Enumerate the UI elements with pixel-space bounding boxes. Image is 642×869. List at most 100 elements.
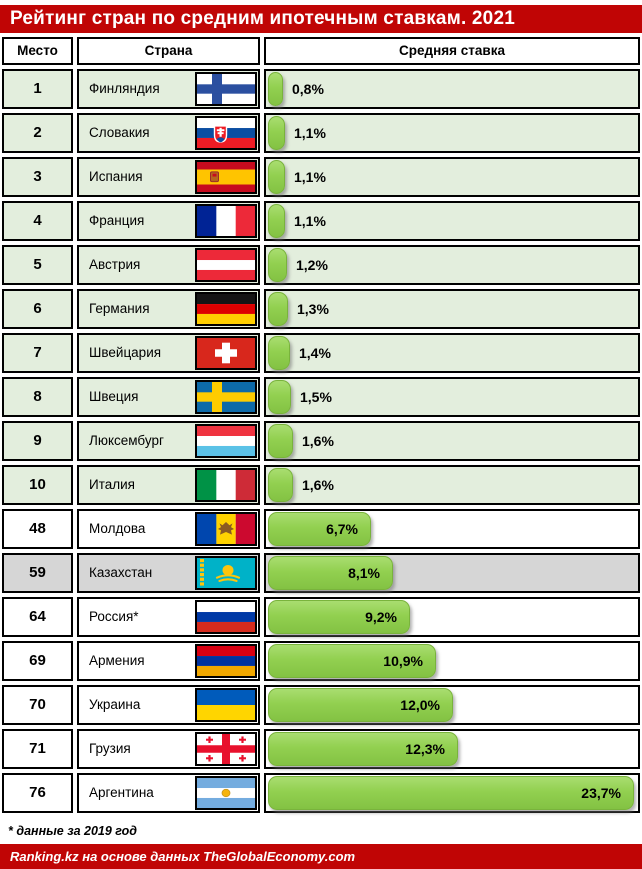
ranking-table: 1 Финляндия 0,8% 2 Словакия 1,1% 3 Испан… [0, 68, 642, 817]
rank-cell: 64 [2, 596, 73, 637]
rate-cell: 1,1% [264, 200, 640, 241]
country-name: Швеция [89, 389, 139, 405]
rate-bar: 8,1% [268, 555, 393, 590]
country-name: Грузия [89, 741, 131, 757]
column-header-country: Страна [77, 36, 260, 65]
table-row: 6 Германия 1,3% [2, 288, 640, 329]
rate-label: 1,6% [302, 476, 334, 493]
russia-flag-icon [195, 599, 257, 634]
rank-cell: 70 [2, 684, 73, 725]
rank-cell: 10 [2, 464, 73, 505]
country-cell: Россия* [77, 596, 260, 637]
source-bar: Ranking.kz на основе данных TheGlobalEco… [0, 844, 642, 869]
table-row: 8 Швеция 1,5% [2, 376, 640, 417]
rate-label: 0,8% [292, 80, 324, 97]
rate-bar [268, 467, 293, 502]
rate-label: 8,1% [348, 564, 380, 581]
rate-cell: 10,9% [264, 640, 640, 681]
country-cell: Казахстан [77, 552, 260, 593]
country-name: Германия [89, 301, 150, 317]
rate-bar: 10,9% [268, 643, 436, 678]
rate-label: 1,1% [294, 212, 326, 229]
sweden-flag-icon [195, 379, 257, 414]
country-name: Словакия [89, 125, 150, 141]
table-row: 3 Испания 1,1% [2, 156, 640, 197]
table-row: 2 Словакия 1,1% [2, 112, 640, 153]
table-row: 7 Швейцария 1,4% [2, 332, 640, 373]
rate-label: 10,9% [383, 652, 423, 669]
rate-bar [268, 115, 285, 150]
rate-label: 1,2% [296, 256, 328, 273]
country-name: Украина [89, 697, 141, 713]
country-cell: Аргентина [77, 772, 260, 813]
table-row: 59 Казахстан 8,1% [2, 552, 640, 593]
rank-cell: 7 [2, 332, 73, 373]
country-cell: Германия [77, 288, 260, 329]
rate-label: 6,7% [326, 520, 358, 537]
table-row: 71 Грузия 12,3% [2, 728, 640, 769]
rate-label: 12,0% [400, 696, 440, 713]
footnote: * данные за 2019 год [8, 823, 138, 838]
rate-cell: 1,4% [264, 332, 640, 373]
rank-cell: 4 [2, 200, 73, 241]
country-name: Финляндия [89, 81, 160, 97]
rate-cell: 9,2% [264, 596, 640, 637]
rate-label: 23,7% [581, 784, 621, 801]
country-cell: Украина [77, 684, 260, 725]
rank-cell: 76 [2, 772, 73, 813]
rate-cell: 1,1% [264, 156, 640, 197]
rate-bar: 9,2% [268, 599, 410, 634]
rank-cell: 5 [2, 244, 73, 285]
country-name: Италия [89, 477, 135, 493]
rate-label: 1,4% [299, 344, 331, 361]
country-cell: Молдова [77, 508, 260, 549]
country-name: Люксембург [89, 433, 164, 449]
table-row: 76 Аргентина 23,7% [2, 772, 640, 813]
rate-label: 1,1% [294, 168, 326, 185]
table-row: 48 Молдова 6,7% [2, 508, 640, 549]
rank-cell: 59 [2, 552, 73, 593]
page-title: Рейтинг стран по средним ипотечным ставк… [10, 7, 515, 29]
slovakia-flag-icon [195, 115, 257, 150]
rate-cell: 1,6% [264, 420, 640, 461]
country-cell: Грузия [77, 728, 260, 769]
country-cell: Швеция [77, 376, 260, 417]
rank-cell: 1 [2, 68, 73, 109]
rate-label: 1,3% [297, 300, 329, 317]
rate-cell: 23,7% [264, 772, 640, 813]
rate-cell: 0,8% [264, 68, 640, 109]
rank-cell: 71 [2, 728, 73, 769]
rank-cell: 69 [2, 640, 73, 681]
source-text: Ranking.kz на основе данных TheGlobalEco… [10, 849, 356, 865]
rate-cell: 1,3% [264, 288, 640, 329]
rate-cell: 12,0% [264, 684, 640, 725]
country-name: Аргентина [89, 785, 154, 801]
rate-bar [268, 203, 285, 238]
rate-cell: 1,1% [264, 112, 640, 153]
rate-bar: 6,7% [268, 511, 371, 546]
table-row: 1 Финляндия 0,8% [2, 68, 640, 109]
rank-cell: 48 [2, 508, 73, 549]
country-name: Швейцария [89, 345, 162, 361]
kazakhstan-flag-icon [195, 555, 257, 590]
rate-bar [268, 335, 290, 370]
rate-bar [268, 247, 287, 282]
table-row: 64 Россия* 9,2% [2, 596, 640, 637]
austria-flag-icon [195, 247, 257, 282]
rate-bar [268, 423, 293, 458]
country-cell: Люксембург [77, 420, 260, 461]
table-row: 4 Франция 1,1% [2, 200, 640, 241]
column-header-rate: Средняя ставка [264, 36, 640, 65]
rate-bar [268, 159, 285, 194]
rate-label: 1,6% [302, 432, 334, 449]
rank-cell: 6 [2, 288, 73, 329]
table-row: 70 Украина 12,0% [2, 684, 640, 725]
rank-cell: 3 [2, 156, 73, 197]
ukraine-flag-icon [195, 687, 257, 722]
column-header-rank: Место [2, 36, 73, 65]
country-cell: Австрия [77, 244, 260, 285]
rate-label: 12,3% [405, 740, 445, 757]
country-cell: Испания [77, 156, 260, 197]
finland-flag-icon [195, 71, 257, 106]
country-name: Казахстан [89, 565, 153, 581]
